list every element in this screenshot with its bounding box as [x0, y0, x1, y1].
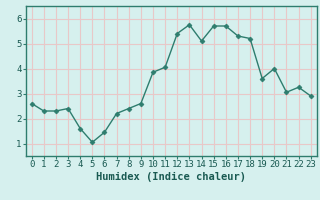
X-axis label: Humidex (Indice chaleur): Humidex (Indice chaleur) — [96, 172, 246, 182]
